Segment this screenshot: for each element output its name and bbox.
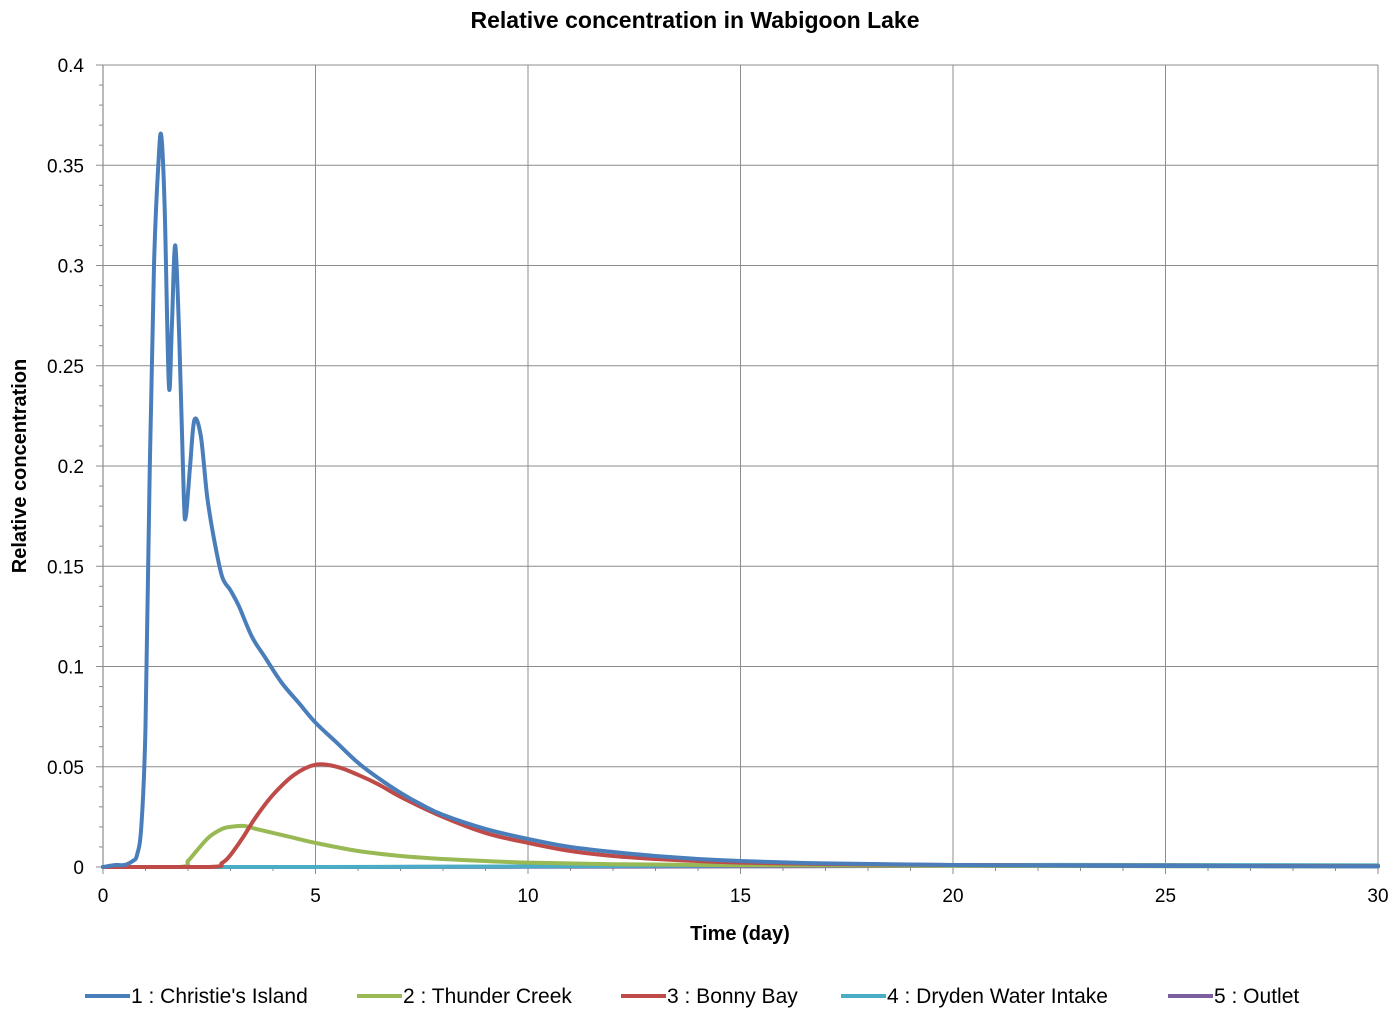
y-tick-label: 0.05	[47, 758, 84, 779]
x-tick-label: 30	[1367, 886, 1388, 907]
y-tick-label: 0.15	[47, 557, 84, 578]
chart-title: Relative concentration in Wabigoon Lake	[471, 7, 920, 33]
y-tick-label: 0.3	[58, 257, 84, 278]
legend-label-2: 2 : Thunder Creek	[403, 985, 572, 1008]
legend-label-3: 3 : Bonny Bay	[667, 985, 798, 1008]
legend-label-4: 4 : Dryden Water Intake	[887, 985, 1108, 1008]
grid	[99, 64, 1379, 871]
series-lines	[101, 131, 1380, 870]
y-axis-ticks: 0 0.05 0.1 0.15 0.2 0.25 0.3 0.35 0.4	[47, 56, 103, 879]
x-tick-label: 0	[98, 886, 109, 907]
x-tick-label: 20	[942, 886, 963, 907]
x-axis-ticks: 0 5 10 15 20 25 30	[98, 867, 1389, 907]
legend-label-5: 5 : Outlet	[1214, 985, 1299, 1008]
x-tick-label: 5	[310, 886, 321, 907]
x-tick-label: 25	[1155, 886, 1176, 907]
x-tick-label: 15	[730, 886, 751, 907]
y-tick-label: 0	[73, 858, 84, 879]
y-tick-label: 0.1	[58, 658, 84, 679]
legend: 1 : Christie's Island 2 : Thunder Creek 3 …	[85, 985, 1299, 1008]
x-axis-label: Time (day)	[690, 923, 790, 945]
y-axis-label: Relative concentration	[9, 359, 31, 574]
y-tick-label: 0.35	[47, 156, 84, 177]
y-tick-label: 0.25	[47, 357, 84, 378]
series-line-1	[101, 131, 1380, 869]
legend-label-1: 1 : Christie's Island	[131, 985, 308, 1008]
y-tick-label: 0.4	[58, 56, 85, 77]
x-tick-label: 10	[517, 886, 538, 907]
y-tick-label: 0.2	[58, 457, 84, 478]
